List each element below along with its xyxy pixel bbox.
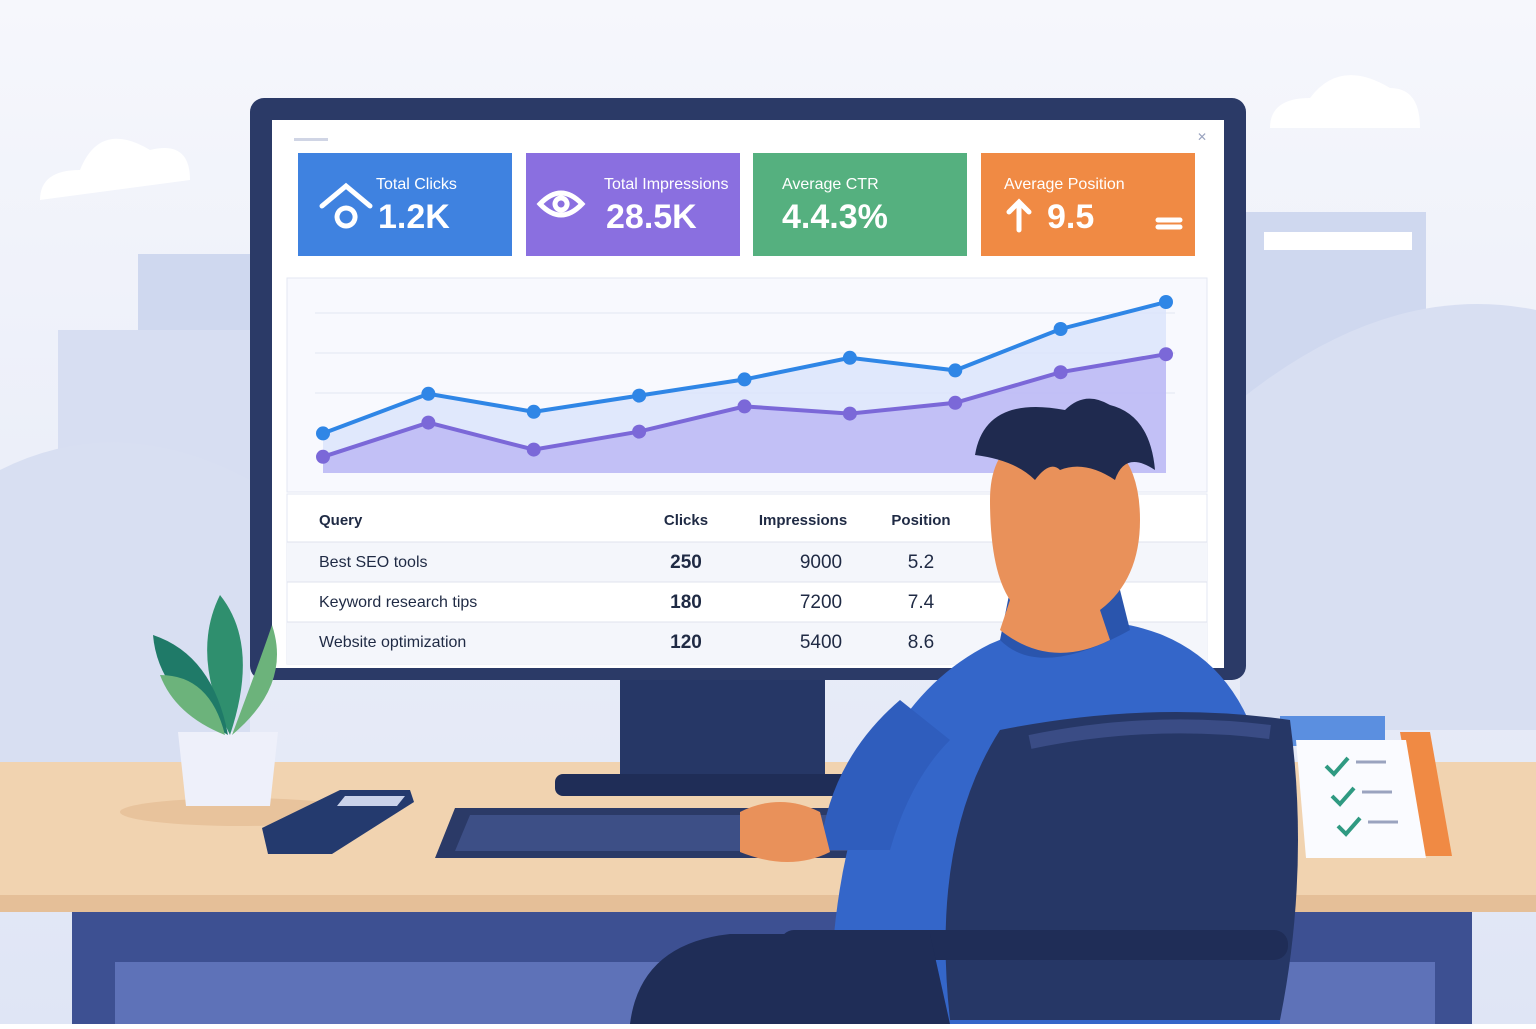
cell-number: 8.6 [908, 632, 934, 653]
card-label: Total Impressions [604, 176, 729, 193]
data-point [632, 388, 647, 403]
backdrop [0, 75, 1536, 780]
cell-number: 180 [670, 592, 702, 613]
data-point [1053, 322, 1068, 336]
data-point [737, 372, 752, 387]
column-header: Impressions [759, 512, 847, 529]
data-point [526, 404, 541, 419]
cell-number: 250 [670, 552, 702, 573]
line-chart [316, 295, 1173, 473]
data-point [1053, 365, 1068, 380]
data-point [842, 350, 857, 365]
card-value: 4.4.3% [782, 198, 888, 236]
data-point [632, 424, 647, 439]
chair [630, 712, 1298, 1024]
cell-number: 5400 [800, 632, 842, 653]
stat-cards: Total Clicks 1.2K Total Impressions 28.5K Av… [298, 153, 1195, 256]
cell-number: 120 [670, 632, 702, 653]
column-header: Query [319, 512, 363, 529]
card-value: 9.5 [1047, 198, 1094, 236]
data-point [421, 415, 436, 430]
cell-query: Best SEO tools [319, 554, 428, 571]
phone [262, 790, 414, 854]
data-point [526, 442, 541, 457]
card-icon [319, 182, 373, 229]
column-header: Position [891, 512, 950, 529]
column-header: Clicks [664, 512, 708, 529]
card-icon [536, 190, 586, 218]
card-label: Total Clicks [376, 176, 457, 193]
stat-card [753, 153, 967, 256]
card-label: Average CTR [782, 176, 879, 193]
stat-card [526, 153, 740, 256]
notebook [1280, 716, 1452, 858]
data-point [948, 363, 963, 378]
cell-number: 5.2 [908, 552, 934, 573]
cell-number: 7.4 [908, 592, 935, 613]
data-point [316, 449, 330, 464]
card-value: 1.2K [378, 198, 450, 236]
data-point [842, 406, 857, 421]
cell-number: 9000 [800, 552, 842, 573]
plant [120, 595, 360, 826]
cell-number: 7200 [800, 592, 842, 613]
data-point [421, 386, 436, 401]
area [323, 354, 1166, 473]
cell-query: Website optimization [319, 634, 466, 651]
svg-text:✕: ✕ [1197, 130, 1207, 144]
data-point [316, 426, 330, 441]
cell-query: Keyword research tips [319, 594, 477, 611]
data-point [948, 395, 963, 410]
card-label: Average Position [1004, 176, 1125, 193]
data-point [737, 399, 752, 414]
data-point [1159, 347, 1173, 362]
stat-card [298, 153, 512, 256]
data-point [1159, 295, 1173, 309]
card-icon [1006, 198, 1183, 233]
card-value: 28.5K [606, 198, 697, 236]
